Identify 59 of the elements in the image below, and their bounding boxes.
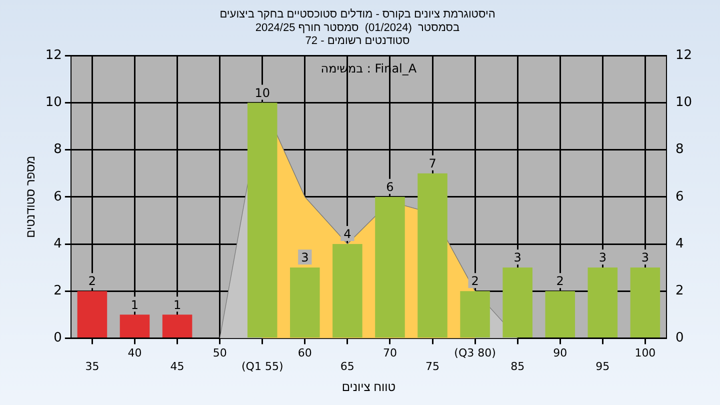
y-tick-label: 10 — [45, 95, 62, 110]
bar — [588, 268, 618, 338]
data-label: 1 — [130, 298, 139, 312]
bar — [162, 314, 192, 338]
y2-tick-label: 12 — [675, 48, 692, 63]
data-label: 4 — [344, 227, 352, 242]
x-tick-label: 45 — [170, 360, 184, 373]
bar — [375, 196, 405, 338]
x-tick-label: 35 — [85, 360, 100, 373]
text: היסטוגרמת ציונים בקורס - מודלים סטוכסטיים בחקר ביצועים — [220, 8, 496, 21]
data-label: 2 — [88, 274, 96, 288]
y2-tick-label: 8 — [675, 142, 684, 158]
x-tick-label: 70 — [382, 346, 397, 360]
x-axis-title: טווח ציונים — [342, 380, 396, 394]
x-tick-label: 95 — [596, 360, 610, 373]
y2-tick-label: 10 — [675, 95, 692, 110]
bar — [120, 314, 150, 338]
y2-tick-label: 6 — [675, 189, 684, 204]
x-tick-label: (Q3 80) — [454, 346, 496, 360]
y2-tick-label: 0 — [675, 330, 684, 346]
data-label: 3 — [598, 250, 606, 265]
x-tick-label: 90 — [553, 346, 568, 360]
data-label: 7 — [428, 156, 436, 170]
bar — [247, 102, 278, 338]
data-label: 2 — [556, 274, 564, 288]
x-tick-label: 40 — [128, 346, 142, 360]
bar — [77, 291, 108, 338]
bar — [418, 173, 448, 338]
x-tick-label: 75 — [426, 360, 440, 373]
data-label: 2 — [471, 274, 479, 288]
bar — [502, 268, 532, 338]
x-tick-label: 100 — [634, 346, 656, 360]
y-tick-label: 4 — [54, 236, 62, 252]
data-label: 1 — [173, 298, 182, 312]
y-tick-label: 6 — [54, 189, 62, 204]
y-tick-label: 0 — [54, 330, 62, 346]
x-tick-label: 50 — [212, 346, 227, 360]
data-label: 3 — [514, 250, 522, 265]
bar — [290, 268, 320, 338]
bar — [460, 291, 490, 338]
x-tick-label: 85 — [510, 360, 525, 373]
y2-tick-label: 4 — [675, 236, 684, 252]
data-label: 6 — [386, 180, 394, 194]
text: סטודנטים רשומים - 72 — [305, 35, 410, 48]
data-label: 3 — [301, 250, 309, 265]
text: בסמסטר (01/2024) סמסטר חורף 2024/25 — [255, 22, 460, 34]
y-tick-label: 12 — [45, 48, 62, 63]
data-label: 10 — [254, 86, 270, 100]
bar — [630, 268, 660, 338]
bar — [332, 244, 362, 338]
y-tick-label: 8 — [54, 142, 62, 158]
x-tick-label: 60 — [298, 346, 312, 360]
bar — [545, 291, 576, 338]
y-axis-title: מספר סטודנטים — [24, 156, 38, 238]
x-tick-label: 65 — [340, 360, 354, 373]
x-tick-label: (Q1 55) — [241, 360, 284, 373]
data-label: 3 — [641, 250, 650, 265]
y2-tick-label: 2 — [675, 283, 684, 298]
y-tick-label: 2 — [54, 283, 62, 298]
